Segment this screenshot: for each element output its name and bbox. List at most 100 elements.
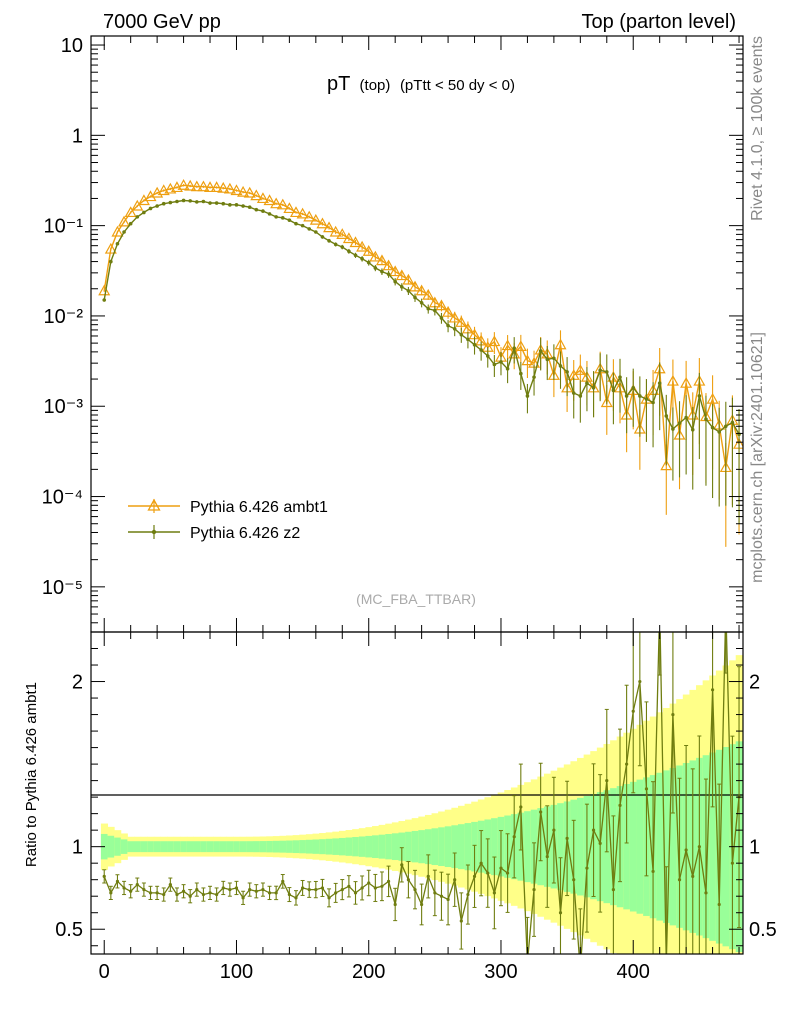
- uncertainty-band-inner: [127, 841, 135, 853]
- ratio-ytick-label-right: 2: [749, 672, 760, 694]
- data-point-ambt1: [402, 273, 415, 285]
- data-point-ambt1: [157, 184, 170, 196]
- uncertainty-band-inner: [239, 841, 247, 853]
- data-point-z2: [591, 386, 596, 390]
- title-cut: (pTtt < 50 dy < 0): [400, 77, 515, 94]
- ratio-point-z2: [347, 884, 351, 888]
- data-point-z2: [214, 201, 219, 205]
- legend-label-z2: Pythia 6.426 z2: [190, 525, 300, 542]
- ratio-point-z2: [261, 888, 265, 892]
- ratio-point-z2: [704, 891, 708, 895]
- ratio-point-z2: [519, 805, 523, 809]
- ratio-point-z2: [697, 845, 701, 849]
- data-point-z2: [558, 364, 563, 368]
- ratio-point-z2: [651, 869, 655, 874]
- uncertainty-band-inner: [398, 832, 406, 861]
- data-point-z2: [155, 204, 159, 208]
- ratio-point-z2: [129, 889, 133, 893]
- ratio-point-z2: [426, 874, 430, 878]
- data-point-z2: [115, 241, 120, 246]
- ratio-point-z2: [148, 891, 153, 895]
- ratio-point-z2: [644, 787, 649, 791]
- data-point-ambt1: [283, 202, 296, 214]
- x-axis-tick-label: 100: [220, 961, 253, 983]
- ratio-point-z2: [340, 888, 344, 892]
- main-ytick-label: 10⁻¹: [44, 216, 84, 238]
- uncertainty-band-inner: [385, 834, 393, 860]
- ratio-ytick-label-right: 0.5: [749, 919, 777, 941]
- ratio-ytick-label: 0.5: [55, 919, 83, 941]
- legend-label-ambt1: Pythia 6.426 ambt1: [190, 499, 328, 516]
- legend-marker-z2: [151, 529, 157, 535]
- uncertainty-band-inner: [133, 841, 142, 853]
- legend-marker-ambt1: [147, 498, 161, 511]
- data-point-ambt1: [435, 299, 448, 311]
- ratio-point-z2: [591, 828, 596, 832]
- uncertainty-band-inner: [491, 818, 499, 876]
- title-particle: (top): [360, 77, 391, 94]
- ratio-point-z2: [294, 896, 298, 900]
- uncertainty-band-inner: [457, 824, 466, 870]
- ratio-point-z2: [439, 894, 444, 898]
- uncertainty-band-inner: [286, 840, 294, 853]
- uncertainty-band-inner: [259, 841, 267, 853]
- data-point-z2: [565, 370, 569, 374]
- data-point-z2: [333, 242, 338, 247]
- ratio-point-z2: [724, 606, 727, 609]
- uncertainty-band-inner: [623, 783, 631, 910]
- ratio-point-z2: [420, 902, 424, 907]
- uncertainty-band-inner: [332, 838, 340, 855]
- ratio-point-z2: [459, 919, 463, 923]
- ratio-point-z2: [665, 961, 668, 964]
- data-point-z2: [109, 259, 113, 264]
- data-point-ambt1: [263, 194, 276, 206]
- ratio-plot-frame: [90, 631, 744, 955]
- uncertainty-band-inner: [431, 828, 439, 866]
- uncertainty-band-inner: [180, 841, 188, 853]
- ratio-point-z2: [314, 888, 318, 892]
- data-point-z2: [651, 400, 655, 405]
- uncertainty-band-inner: [200, 841, 208, 853]
- ratio-point-z2: [730, 861, 735, 865]
- uncertainty-band-inner: [140, 841, 148, 853]
- data-point-z2: [426, 306, 431, 311]
- uncertainty-band-inner: [325, 838, 333, 855]
- uncertainty-band-inner: [312, 839, 320, 854]
- data-point-ambt1: [190, 180, 203, 192]
- data-point-z2: [604, 370, 609, 374]
- main-plot-frame: [90, 35, 744, 633]
- ratio-point-z2: [162, 892, 166, 897]
- ratio-point-z2: [565, 836, 569, 841]
- data-point-ambt1: [382, 259, 395, 271]
- main-ytick-label: 1: [72, 125, 83, 147]
- data-point-ambt1: [118, 215, 131, 227]
- ratio-point-z2: [532, 888, 536, 892]
- ratio-point-z2: [287, 892, 291, 897]
- data-point-z2: [168, 200, 173, 205]
- ratio-point-z2: [466, 892, 470, 897]
- ratio-point-z2: [380, 884, 384, 888]
- uncertainty-band-inner: [345, 837, 353, 856]
- uncertainty-band-inner: [193, 841, 201, 853]
- uncertainty-band-inner: [167, 841, 175, 853]
- data-point-z2: [585, 381, 589, 385]
- data-point-z2: [710, 425, 715, 430]
- data-point-z2: [690, 427, 695, 432]
- data-point-ambt1: [223, 182, 236, 194]
- uncertainty-band-inner: [253, 841, 261, 853]
- main-panel: 10 1 10⁻¹ 10⁻² 10⁻³ 10⁻⁴ 10⁻⁵ pT (top) (pTtt <…: [42, 35, 744, 633]
- data-point-ambt1: [131, 199, 144, 211]
- data-point-ambt1: [395, 269, 408, 281]
- ratio-point-z2: [671, 712, 675, 717]
- uncertainty-band-inner: [213, 841, 221, 853]
- data-point-ambt1: [680, 376, 693, 388]
- ratio-point-z2: [677, 878, 682, 882]
- ratio-point-z2: [433, 891, 437, 895]
- ratio-point-z2: [605, 779, 609, 783]
- ratio-point-z2: [267, 891, 272, 895]
- ratio-point-z2: [115, 879, 120, 883]
- data-point-ambt1: [442, 305, 455, 317]
- data-point-ambt1: [554, 338, 567, 350]
- uncertainty-band-inner: [305, 839, 314, 854]
- data-point-z2: [380, 269, 384, 274]
